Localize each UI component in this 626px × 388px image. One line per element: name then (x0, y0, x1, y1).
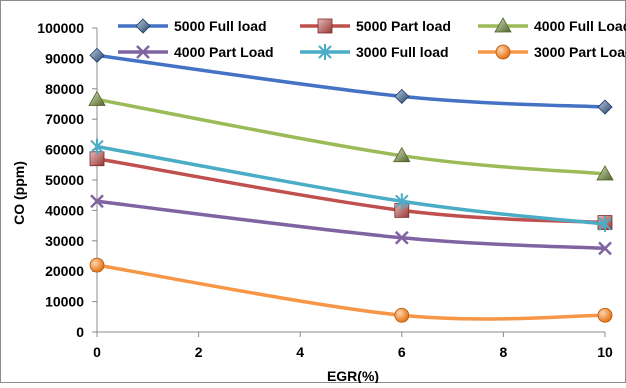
square-marker (317, 18, 333, 34)
legend-label: 3000 Part Load (534, 44, 626, 60)
data-point (317, 18, 333, 34)
x-tick-label: 0 (93, 344, 101, 360)
series-line (95, 97, 607, 176)
legend-item: 5000 Part load (300, 18, 451, 34)
y-tick-label: 100000 (37, 20, 84, 36)
series-line (95, 199, 607, 251)
diamond-marker (135, 18, 151, 34)
series-line (95, 53, 607, 109)
diamond-marker (89, 47, 105, 63)
triangle-marker (596, 165, 614, 181)
y-axis-label: CO (ppm) (11, 161, 27, 225)
circle-marker (394, 307, 410, 323)
y-tick-label: 40000 (45, 202, 84, 218)
triangle-marker (393, 146, 411, 163)
legend-label: 4000 Part Load (174, 44, 274, 60)
y-tick-label: 30000 (45, 233, 84, 249)
series (89, 257, 613, 323)
data-point (495, 44, 511, 60)
x-tick-label: 4 (296, 344, 304, 360)
y-tick-label: 20000 (45, 263, 84, 279)
series (89, 47, 613, 115)
x-marker-stroke (394, 230, 409, 245)
x-marker-stroke (136, 45, 150, 59)
x-tick-label: 8 (500, 344, 508, 360)
data-point (90, 138, 104, 155)
data-point (394, 88, 410, 104)
y-tick-label: 80000 (45, 81, 84, 97)
legend-label: 4000 Full Load (534, 18, 626, 34)
data-point (395, 193, 409, 210)
data-point (596, 165, 614, 181)
x-marker-stroke (598, 241, 612, 256)
triangle-marker (88, 90, 106, 106)
x-marker-stroke (90, 194, 104, 209)
triangle-marker (494, 17, 512, 33)
legend-label: 3000 Full load (356, 44, 449, 60)
x-axis-label: EGR(%) (327, 368, 379, 383)
x-tick-label: 10 (597, 344, 613, 360)
diamond-marker (597, 99, 613, 115)
data-point (597, 99, 613, 115)
data-point (88, 90, 106, 106)
circle-marker (89, 257, 105, 273)
series-line (95, 144, 607, 226)
y-tick-label: 0 (76, 324, 84, 340)
circle-marker (597, 307, 613, 323)
y-tick-label: 70000 (45, 111, 84, 127)
y-tick-label: 60000 (45, 142, 84, 158)
data-point (394, 230, 409, 245)
y-tick-label: 50000 (45, 172, 84, 188)
legend-label: 5000 Full load (174, 18, 267, 34)
series (88, 90, 614, 181)
series (90, 194, 612, 256)
data-point (89, 257, 105, 273)
data-point (394, 307, 410, 323)
data-point (135, 18, 151, 34)
y-tick-label: 90000 (45, 50, 84, 66)
legend-label: 5000 Part load (356, 18, 451, 34)
x-tick-label: 2 (195, 344, 203, 360)
data-point (494, 17, 512, 33)
data-point (393, 146, 411, 163)
data-point (597, 307, 613, 323)
x-tick-label: 6 (398, 344, 406, 360)
data-point (90, 194, 104, 209)
diamond-marker (394, 88, 410, 104)
data-point (598, 241, 612, 256)
legend-item: 3000 Part Load (478, 44, 626, 60)
data-point (318, 44, 332, 60)
series (90, 138, 612, 233)
data-point (136, 45, 150, 59)
data-point (89, 47, 105, 63)
y-tick-label: 10000 (45, 294, 84, 310)
data-point (598, 216, 612, 233)
legend-item: 4000 Full Load (478, 17, 626, 34)
legend-item: 5000 Full load (118, 18, 267, 34)
legend-item: 3000 Full load (300, 44, 449, 60)
legend-item: 4000 Part Load (118, 44, 274, 60)
circle-marker (495, 44, 511, 60)
series-line (95, 263, 607, 321)
